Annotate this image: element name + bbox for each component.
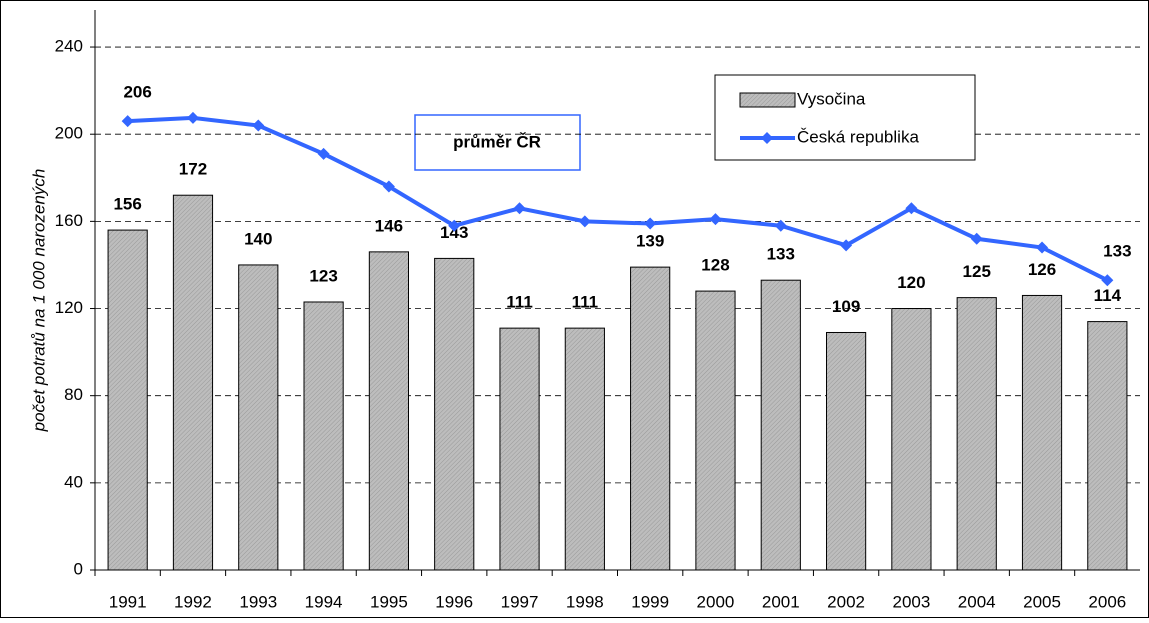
- bar: [172, 194, 214, 571]
- x-tick-label: 2002: [827, 592, 865, 611]
- bar: [956, 297, 997, 571]
- bar: [826, 331, 867, 571]
- bar: [564, 327, 605, 571]
- annotation: průměr ČR: [453, 132, 541, 151]
- marker: [252, 119, 265, 132]
- x-tick-label: 2003: [892, 592, 930, 611]
- bar-label: 143: [440, 223, 468, 242]
- marker: [1101, 274, 1114, 287]
- bar: [368, 251, 409, 571]
- bar: [499, 327, 540, 571]
- marker: [448, 219, 461, 232]
- bar: [630, 266, 671, 571]
- marker: [1036, 241, 1049, 254]
- marker: [774, 219, 787, 232]
- x-tick-label: 1994: [305, 592, 343, 611]
- legend-box: [714, 74, 976, 161]
- y-axis-label: počet potratů na 1 000 narozených: [29, 169, 48, 433]
- bar-label: 156: [113, 195, 141, 214]
- legend-label: Vysočina: [797, 89, 866, 108]
- y-tick-label: 120: [55, 298, 83, 317]
- x-tick-label: 1998: [566, 592, 604, 611]
- x-tick-label: 2005: [1023, 592, 1061, 611]
- x-tick-label: 1997: [501, 592, 539, 611]
- bar: [1087, 321, 1128, 571]
- bar-label: 123: [309, 266, 337, 285]
- bar: [434, 257, 475, 571]
- x-tick-label: 1992: [174, 592, 212, 611]
- x-tick-label: 2001: [762, 592, 800, 611]
- y-tick-label: 80: [64, 385, 83, 404]
- legend-label: Česká republika: [797, 127, 919, 146]
- bar: [1021, 294, 1063, 571]
- marker: [121, 115, 134, 128]
- marker: [186, 111, 199, 124]
- y-tick-label: 40: [64, 472, 83, 491]
- x-tick-label: 1995: [370, 592, 408, 611]
- bar-label: 146: [375, 216, 403, 235]
- marker: [840, 239, 853, 252]
- bar-label: 114: [1094, 286, 1122, 305]
- x-tick-label: 2000: [697, 592, 735, 611]
- marker: [905, 202, 918, 215]
- y-tick-label: 240: [55, 37, 83, 56]
- x-tick-label: 1991: [109, 592, 147, 611]
- bar: [891, 308, 932, 571]
- y-tick-label: 160: [55, 211, 83, 230]
- marker: [578, 215, 591, 228]
- bar-label: 111: [572, 293, 599, 312]
- x-tick-label: 2004: [958, 592, 996, 611]
- bar: [303, 301, 344, 571]
- marker: [513, 202, 526, 215]
- legend-swatch: [739, 92, 796, 108]
- bar: [238, 264, 279, 571]
- bar-label: 109: [832, 297, 860, 316]
- x-tick-label: 1993: [239, 592, 277, 611]
- marker: [644, 217, 657, 230]
- x-tick-label: 1996: [435, 592, 473, 611]
- bar-label: 120: [897, 273, 925, 292]
- line-label: 206: [123, 83, 151, 102]
- x-tick-label: 1999: [631, 592, 669, 611]
- y-tick-label: 0: [74, 559, 83, 578]
- annotation-box: [414, 114, 581, 171]
- marker: [317, 147, 330, 160]
- bar-label: 140: [244, 229, 272, 248]
- bar-label: 172: [179, 160, 207, 179]
- bar-label: 128: [701, 256, 729, 275]
- line-label: 133: [1103, 242, 1131, 261]
- bar: [107, 229, 148, 571]
- marker: [382, 180, 395, 193]
- bar: [760, 279, 801, 571]
- legend-marker: [761, 132, 773, 144]
- x-tick-label: 2006: [1088, 592, 1126, 611]
- bar-label: 139: [636, 232, 664, 251]
- bar-label: 125: [963, 262, 991, 281]
- y-tick-label: 200: [55, 124, 83, 143]
- bar: [695, 290, 736, 571]
- line: [127, 115, 1109, 282]
- bar-label: 133: [767, 245, 795, 264]
- bar-label: 111: [506, 293, 533, 312]
- marker: [970, 232, 983, 245]
- bar-label: 126: [1028, 260, 1056, 279]
- marker: [709, 213, 722, 226]
